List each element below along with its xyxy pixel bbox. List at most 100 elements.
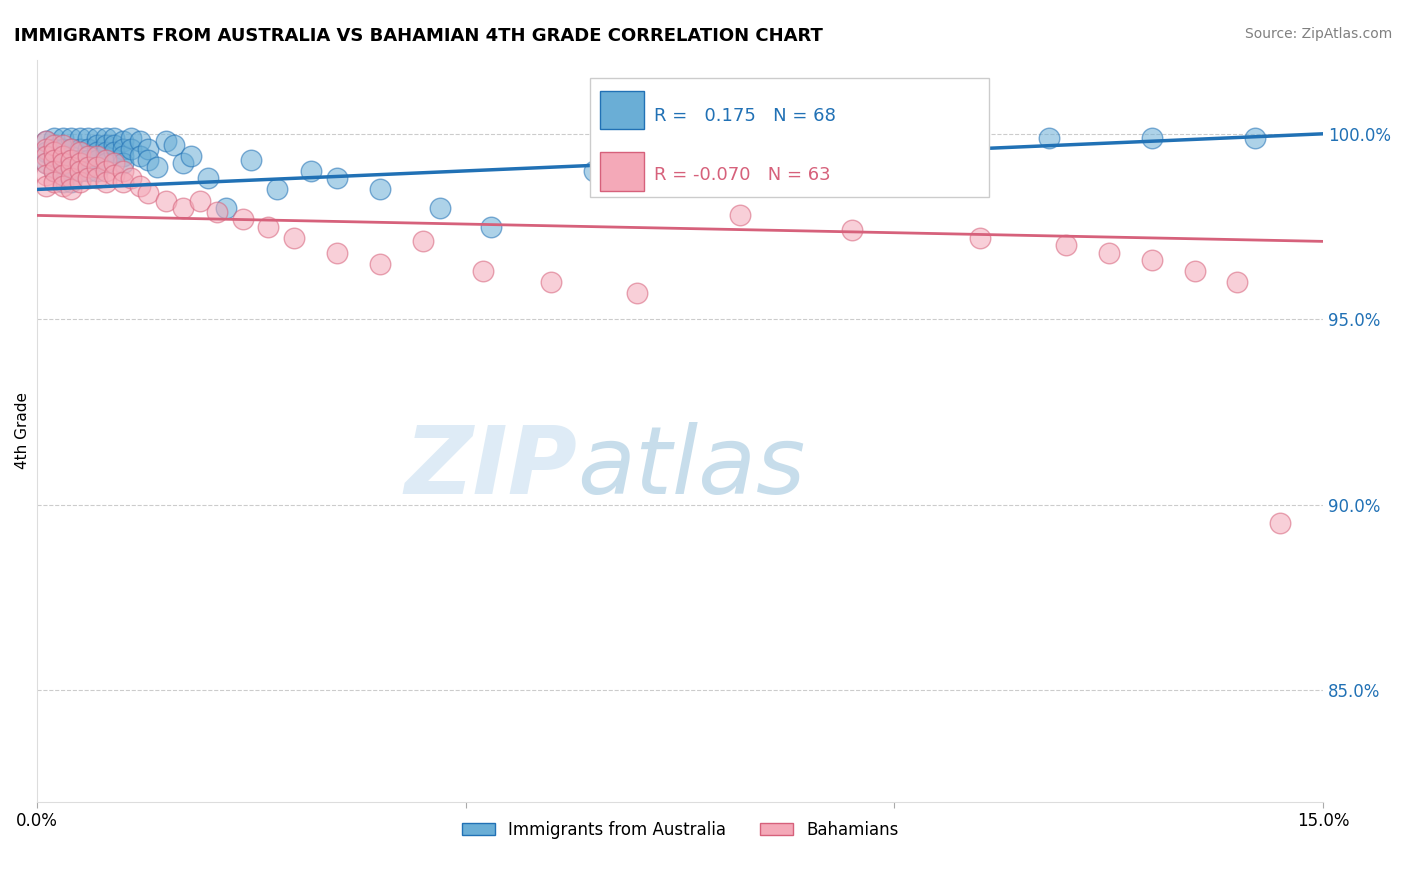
Point: [180, 149, 202, 163]
Point: [94, 156, 117, 170]
Point: [1054, 238, 1077, 252]
Text: Source: ZipAtlas.com: Source: ZipAtlas.com: [1244, 27, 1392, 41]
Point: [883, 130, 905, 145]
Point: [69, 164, 91, 178]
Point: [42, 137, 65, 152]
Point: [60, 142, 83, 156]
Point: [103, 168, 125, 182]
Point: [34, 149, 56, 163]
Point: [540, 275, 562, 289]
Point: [34, 142, 56, 156]
Point: [163, 137, 186, 152]
Point: [52, 142, 75, 156]
Point: [42, 175, 65, 189]
Point: [94, 164, 117, 178]
Point: [138, 142, 160, 156]
Point: [34, 134, 56, 148]
Point: [69, 156, 91, 170]
Text: ZIP: ZIP: [405, 422, 576, 514]
Point: [69, 175, 91, 189]
Point: [326, 245, 349, 260]
Point: [188, 194, 211, 208]
Point: [86, 145, 108, 160]
Point: [111, 149, 134, 163]
Point: [86, 160, 108, 174]
Point: [94, 130, 117, 145]
Point: [69, 164, 91, 178]
Point: [368, 182, 391, 196]
Point: [969, 230, 991, 244]
Point: [52, 175, 75, 189]
Point: [69, 142, 91, 156]
Point: [172, 201, 194, 215]
Point: [1038, 130, 1060, 145]
Point: [111, 142, 134, 156]
Point: [52, 149, 75, 163]
Point: [214, 201, 236, 215]
Point: [283, 230, 305, 244]
Point: [86, 164, 108, 178]
Point: [94, 175, 117, 189]
Point: [86, 137, 108, 152]
Point: [120, 142, 142, 156]
Point: [34, 145, 56, 160]
Point: [1184, 264, 1206, 278]
FancyBboxPatch shape: [600, 153, 644, 191]
Y-axis label: 4th Grade: 4th Grade: [15, 392, 30, 469]
Point: [42, 142, 65, 156]
Point: [155, 194, 177, 208]
Point: [128, 149, 150, 163]
Point: [86, 149, 108, 163]
Point: [583, 164, 606, 178]
Point: [138, 153, 160, 167]
Point: [42, 164, 65, 178]
Point: [52, 130, 75, 145]
Point: [77, 160, 100, 174]
Point: [94, 137, 117, 152]
Text: IMMIGRANTS FROM AUSTRALIA VS BAHAMIAN 4TH GRADE CORRELATION CHART: IMMIGRANTS FROM AUSTRALIA VS BAHAMIAN 4T…: [14, 27, 823, 45]
Point: [86, 171, 108, 186]
Point: [34, 134, 56, 148]
Point: [146, 160, 169, 174]
Point: [60, 164, 83, 178]
Point: [77, 171, 100, 186]
Point: [1270, 516, 1292, 531]
Point: [60, 130, 83, 145]
Point: [1140, 130, 1163, 145]
Point: [120, 130, 142, 145]
Point: [42, 130, 65, 145]
Point: [651, 171, 673, 186]
Point: [257, 219, 280, 234]
Point: [77, 130, 100, 145]
Text: R =   0.175   N = 68: R = 0.175 N = 68: [654, 107, 837, 125]
Point: [1226, 275, 1249, 289]
Point: [120, 171, 142, 186]
Point: [103, 156, 125, 170]
Point: [429, 201, 451, 215]
Point: [103, 137, 125, 152]
Point: [412, 235, 434, 249]
Point: [111, 164, 134, 178]
Text: atlas: atlas: [576, 422, 806, 513]
Point: [1140, 252, 1163, 267]
Point: [52, 137, 75, 152]
Point: [155, 134, 177, 148]
Point: [94, 145, 117, 160]
Point: [77, 142, 100, 156]
Point: [69, 145, 91, 160]
Point: [77, 149, 100, 163]
Point: [471, 264, 494, 278]
Point: [42, 164, 65, 178]
Point: [111, 156, 134, 170]
Point: [60, 142, 83, 156]
Point: [52, 168, 75, 182]
Point: [34, 156, 56, 170]
Point: [481, 219, 503, 234]
Point: [60, 160, 83, 174]
Point: [52, 156, 75, 170]
Point: [626, 286, 648, 301]
Point: [94, 153, 117, 167]
Point: [60, 153, 83, 167]
FancyBboxPatch shape: [591, 78, 988, 197]
Point: [60, 175, 83, 189]
